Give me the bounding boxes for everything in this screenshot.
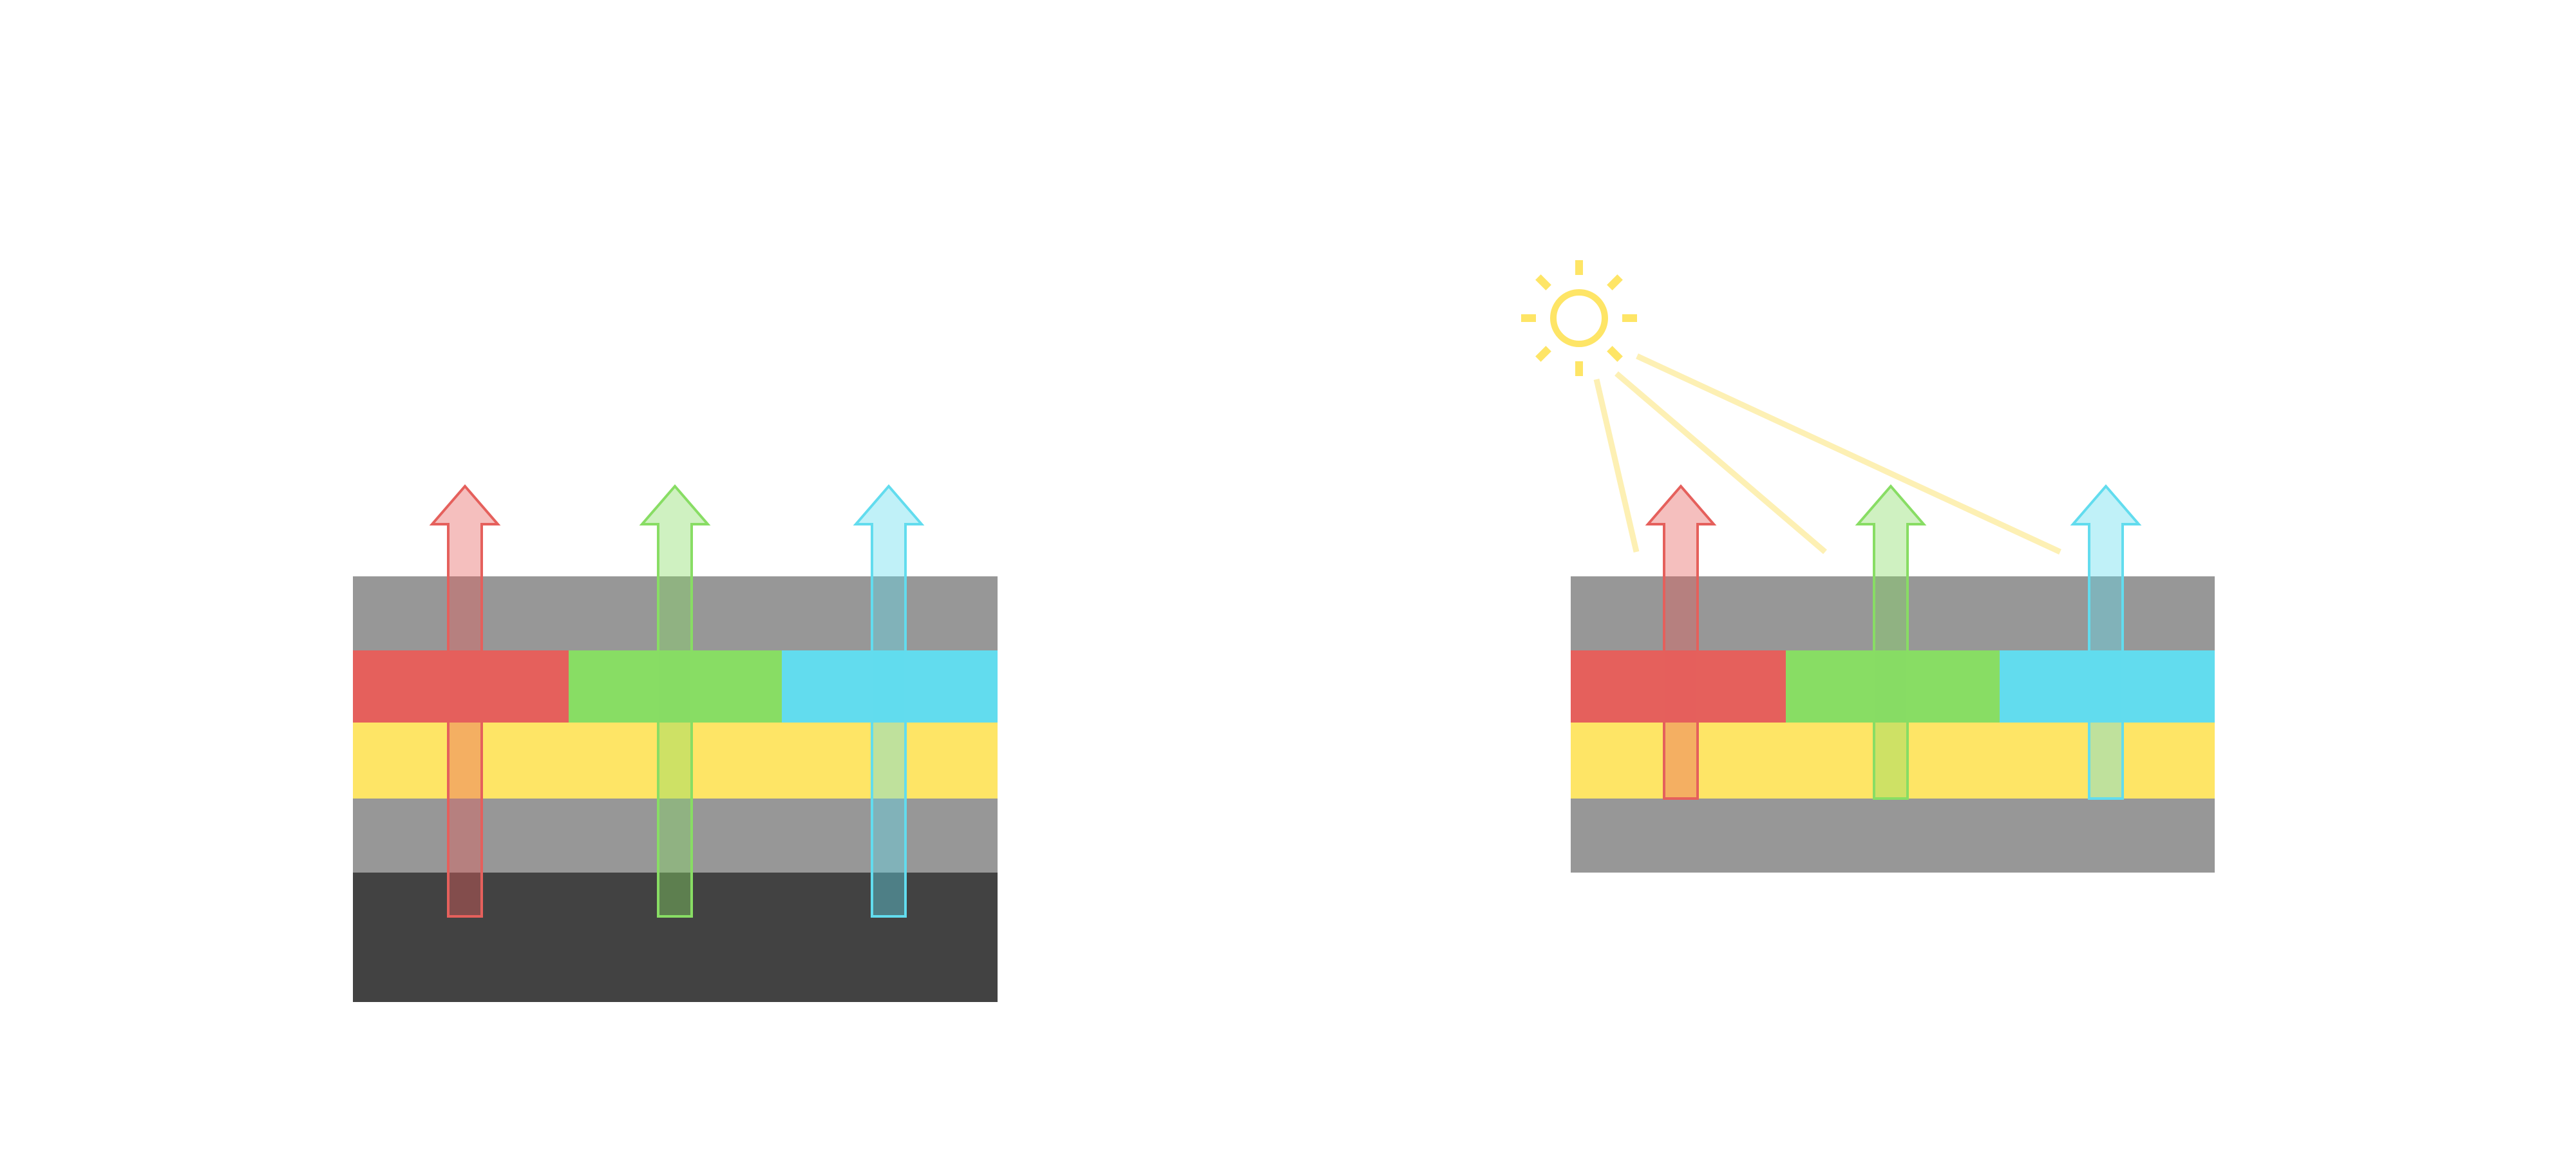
- left-green-up-arrow-icon: [639, 484, 711, 918]
- ambient-light-ray: [1636, 353, 2061, 555]
- left-stack: [353, 484, 998, 1002]
- right-red-subpixel: [1571, 650, 1786, 723]
- right-stack: [1571, 484, 2215, 873]
- left-top-gray-layer: [353, 576, 998, 650]
- sun-icon: [1521, 260, 1637, 376]
- right-green-subpixel: [1786, 650, 2000, 723]
- ambient-light-ray: [1593, 378, 1640, 553]
- right-red-up-arrow-icon: [1645, 484, 1717, 800]
- sun-ray: [1535, 274, 1551, 290]
- right-yellow-layer: [1571, 723, 2215, 799]
- right-bottom-gray-layer: [1571, 799, 2215, 873]
- right-cyan-subpixel: [2000, 650, 2215, 723]
- right-cyan-up-arrow-icon: [2070, 484, 2142, 800]
- right-top-gray-layer: [1571, 576, 2215, 650]
- sun-disc: [1550, 289, 1608, 347]
- sun-ray: [1535, 346, 1551, 362]
- left-red-subpixel: [353, 650, 569, 723]
- left-cyan-subpixel: [782, 650, 998, 723]
- left-yellow-layer: [353, 723, 998, 799]
- right-green-up-arrow-icon: [1855, 484, 1927, 800]
- left-green-subpixel: [569, 650, 782, 723]
- left-bottom-gray-layer: [353, 799, 998, 873]
- sun-ray: [1607, 274, 1623, 290]
- sun-ray: [1607, 346, 1623, 362]
- left-cyan-up-arrow-icon: [853, 484, 925, 918]
- ambient-light-ray: [1615, 371, 1827, 554]
- left-dark-backlight-layer: [353, 873, 998, 1002]
- left-red-up-arrow-icon: [429, 484, 501, 918]
